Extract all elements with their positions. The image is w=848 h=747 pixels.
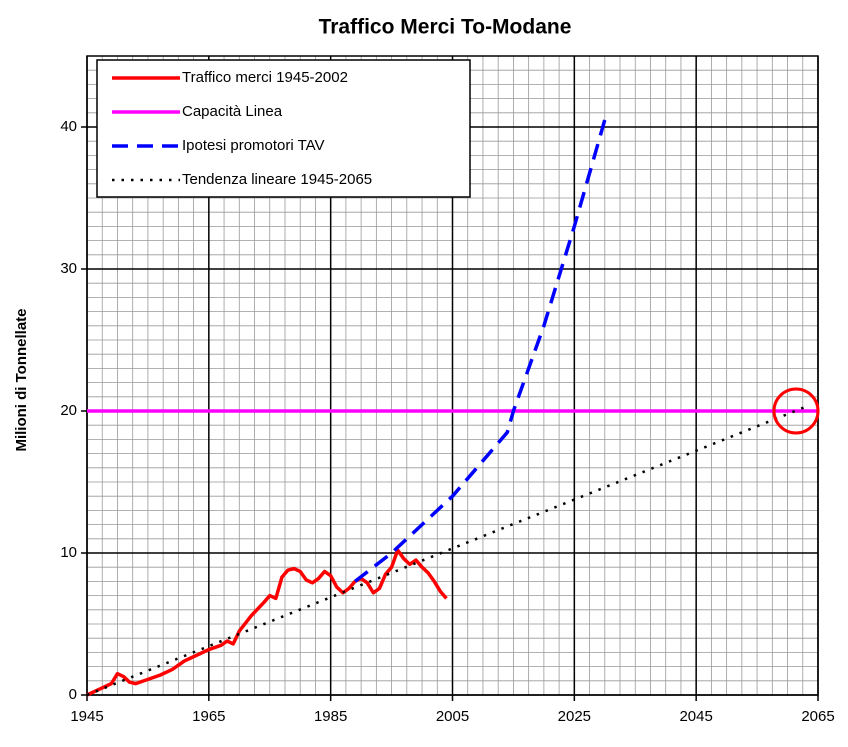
legend-label: Ipotesi promotori TAV	[182, 137, 325, 154]
y-tick-label: 20	[60, 402, 77, 419]
legend-label: Tendenza lineare 1945-2065	[182, 171, 372, 188]
legend-label: Traffico merci 1945-2002	[182, 69, 348, 86]
x-tick-label: 1985	[314, 708, 347, 725]
chart-title: Traffico Merci To-Modane	[319, 16, 572, 39]
x-tick-label: 2045	[679, 708, 712, 725]
y-axis-label: Milioni di Tonnellate	[13, 308, 30, 451]
series-line	[353, 119, 607, 583]
x-tick-label: 2025	[558, 708, 591, 725]
x-tick-label: 1945	[70, 708, 103, 725]
series-line	[86, 548, 448, 697]
x-tick-label: 1965	[192, 708, 225, 725]
y-tick-label: 40	[60, 118, 77, 135]
highlight-circle	[772, 387, 820, 435]
legend-label: Capacità Linea	[182, 103, 283, 120]
y-tick-label: 10	[60, 544, 77, 561]
y-tick-label: 30	[60, 260, 77, 277]
x-tick-label: 2005	[436, 708, 469, 725]
y-tick-label: 0	[69, 686, 77, 703]
plot-frame	[86, 55, 819, 696]
series-line	[86, 405, 807, 697]
x-tick-label: 2065	[801, 708, 834, 725]
legend-box	[96, 59, 471, 198]
